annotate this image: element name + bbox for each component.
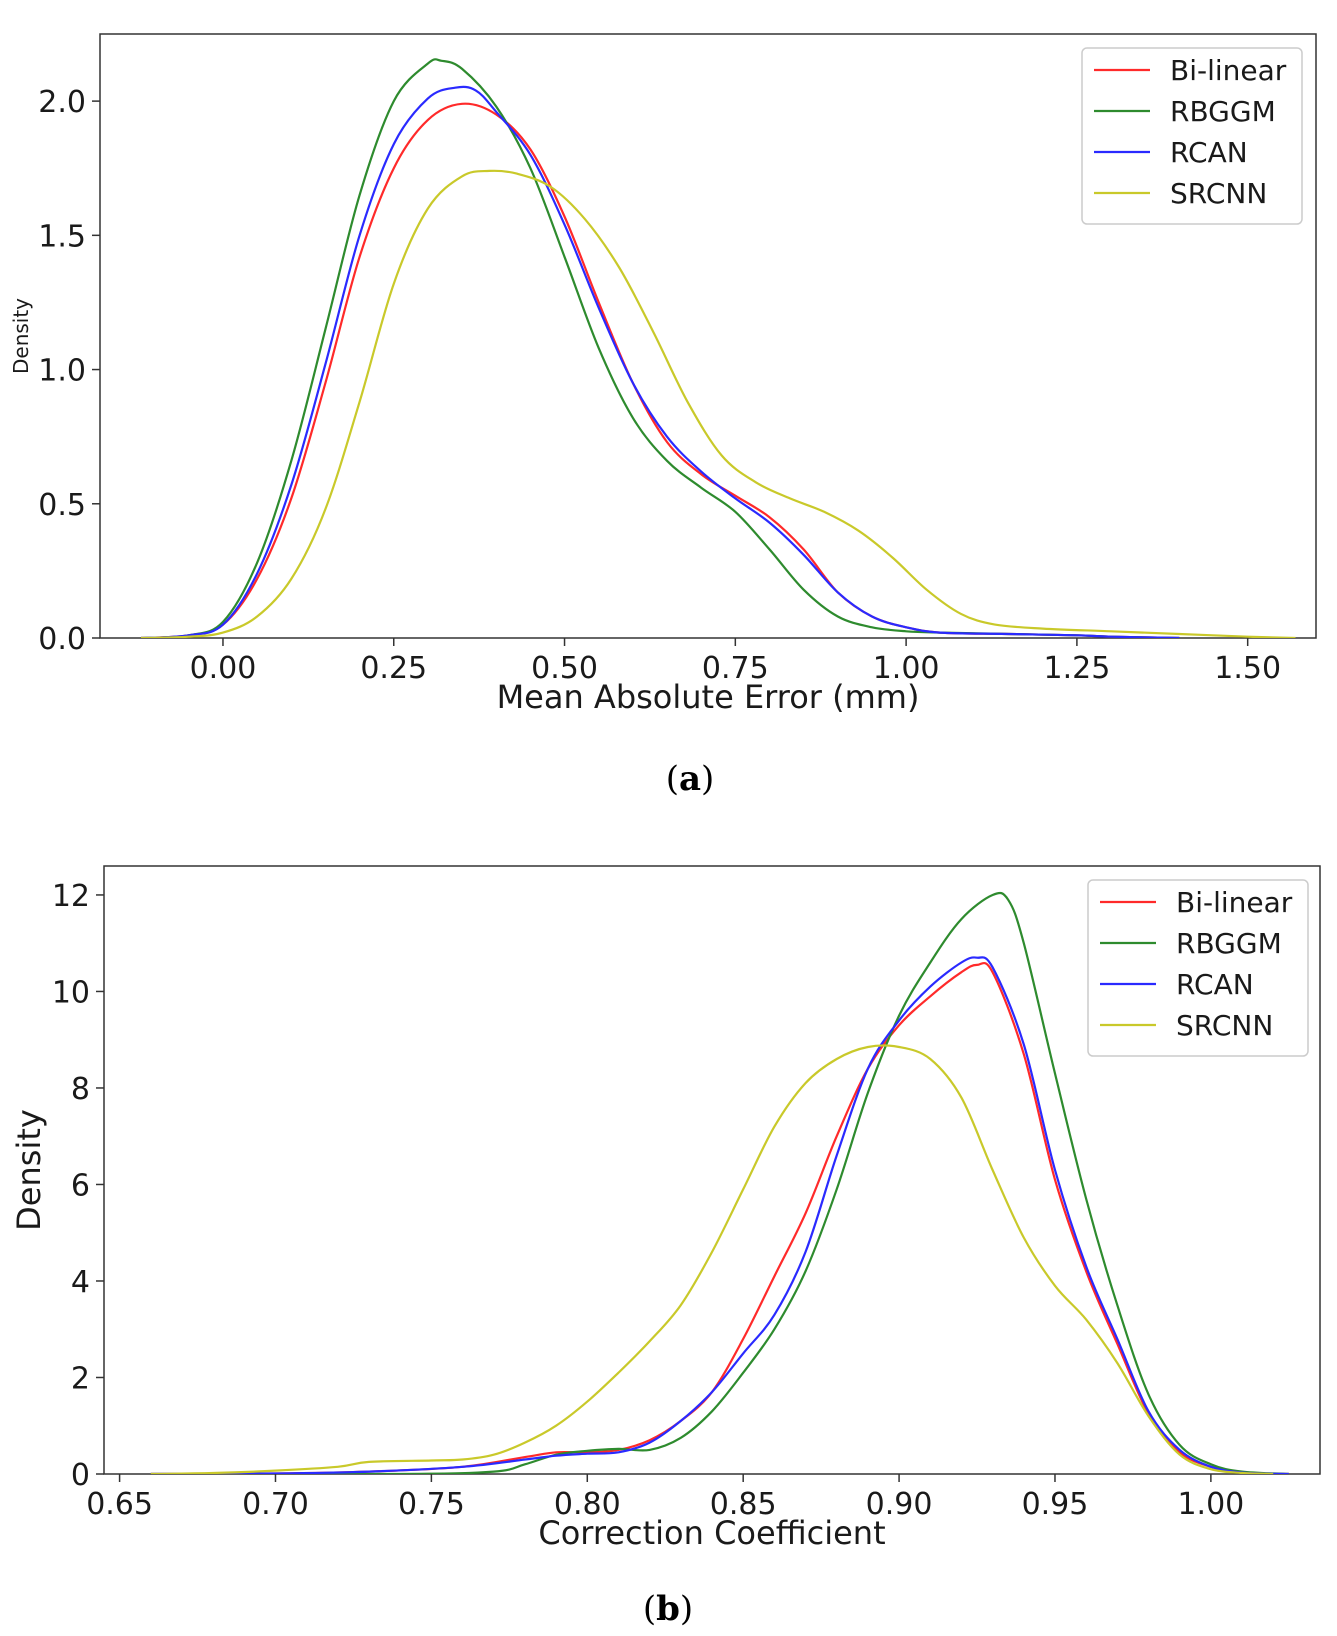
x-tick-label: 0.75	[702, 651, 769, 686]
series-line-bi-linear	[140, 102, 1180, 638]
x-tick-label: 0.95	[1022, 1487, 1089, 1522]
x-tick-label: 0.90	[866, 1487, 933, 1522]
series-line-srcnn	[140, 169, 1296, 638]
x-tick-label: 0.65	[86, 1487, 153, 1522]
series-group	[140, 58, 1296, 638]
y-tick-label: 0.0	[38, 622, 86, 657]
series-line-rcan	[150, 956, 1289, 1474]
legend-label: RBGGM	[1176, 927, 1282, 960]
y-axis-label: Density	[9, 298, 33, 374]
y-tick-label: 6	[71, 1168, 90, 1203]
legend: Bi-linear RBGGM RCAN SRCNN	[1087, 879, 1309, 1057]
legend: Bi-linear RBGGM RCAN SRCNN	[1081, 47, 1303, 225]
x-axis-label: Correction Coefficient	[538, 1514, 885, 1552]
legend-label: RBGGM	[1170, 95, 1276, 128]
x-tick-label: 0.70	[242, 1487, 309, 1522]
x-tick-label: 0.50	[531, 651, 598, 686]
legend-box	[1081, 47, 1303, 225]
y-tick-label: 2.0	[38, 85, 86, 120]
x-tick-label: 0.85	[710, 1487, 777, 1522]
y-tick-label: 10	[52, 975, 90, 1010]
y-tick-label: 0.5	[38, 488, 86, 523]
legend-label: SRCNN	[1176, 1009, 1273, 1042]
caption-a: (a)	[666, 759, 715, 799]
x-tick-label: 0.75	[398, 1487, 465, 1522]
x-tick-label: 1.50	[1214, 651, 1281, 686]
y-tick-label: 8	[71, 1072, 90, 1107]
series-line-rcan	[140, 85, 1180, 638]
y-tick-label: 2	[71, 1361, 90, 1396]
y-tick-label: 1.0	[38, 354, 86, 389]
plot-frame	[103, 865, 1321, 1475]
x-tick-label: 1.00	[1177, 1487, 1244, 1522]
chart-panel-a: 0.00 0.25 0.50 0.75 1.00 1.25 1.50 0.0 0.5 1.0 1.5…	[9, 33, 1317, 716]
x-tick-label: 1.00	[873, 651, 940, 686]
chart-panel-b: 0.65 0.70 0.75 0.80 0.85 0.90 0.95 1.00 0 2 4 6 8 10 1…	[10, 865, 1321, 1552]
legend-label: SRCNN	[1170, 177, 1267, 210]
plot-frame	[99, 33, 1317, 639]
series-line-rbggm	[140, 58, 1180, 638]
x-tick-label: 0.00	[190, 651, 257, 686]
y-tick-label: 1.5	[38, 219, 86, 254]
x-axis-label: Mean Absolute Error (mm)	[497, 678, 920, 716]
legend-label: RCAN	[1176, 968, 1254, 1001]
series-line-rbggm	[150, 891, 1289, 1474]
y-tick-label: 4	[71, 1265, 90, 1300]
legend-label: Bi-linear	[1176, 886, 1293, 919]
series-line-bi-linear	[150, 961, 1289, 1474]
x-tick-label: 0.25	[360, 651, 427, 686]
y-axis-label: Density	[10, 1109, 48, 1231]
legend-label: RCAN	[1170, 136, 1248, 169]
series-line-srcnn	[150, 1044, 1274, 1474]
legend-box	[1087, 879, 1309, 1057]
x-tick-label: 0.80	[554, 1487, 621, 1522]
x-tick-label: 1.25	[1044, 651, 1111, 686]
series-group	[150, 891, 1289, 1474]
y-tick-label: 12	[52, 879, 90, 914]
legend-label: Bi-linear	[1170, 54, 1287, 87]
y-tick-label: 0	[71, 1458, 90, 1493]
caption-b: (b)	[643, 1589, 693, 1629]
